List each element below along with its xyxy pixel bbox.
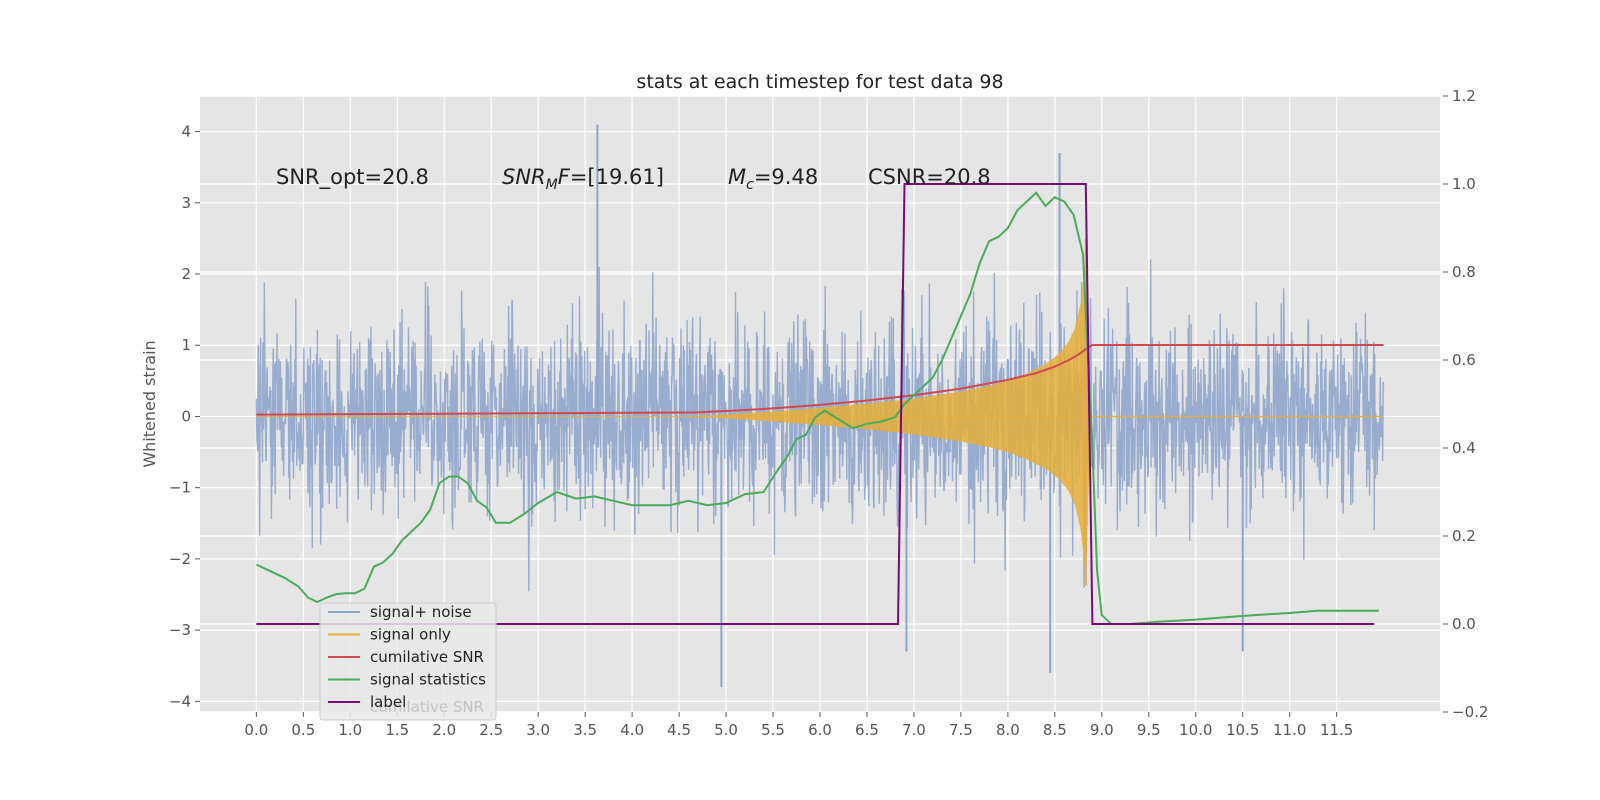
x-tick-label: 10.5 — [1226, 721, 1259, 739]
x-tick-label: 1.0 — [338, 721, 362, 739]
y2-tick-label: 0.6 — [1452, 351, 1476, 369]
x-tick-label: 8.0 — [996, 721, 1020, 739]
annotation-mc: Mc=9.48 — [728, 165, 818, 193]
legend-label: label — [370, 693, 406, 711]
y2-tick-label: −0.2 — [1452, 703, 1488, 721]
y2-tick-label: 0.0 — [1452, 615, 1476, 633]
x-tick-label: 8.5 — [1043, 721, 1067, 739]
x-tick-label: 1.5 — [385, 721, 409, 739]
x-tick-label: 9.0 — [1090, 721, 1114, 739]
y-tick-label: 1 — [181, 336, 191, 354]
y2-tick-label: 0.8 — [1452, 263, 1476, 281]
annotations: SNR_opt=20.8 SNRMF=[19.61] Mc=9.48 CSNR=… — [276, 165, 991, 193]
annotation-snr-mf: SNRMF=[19.61] — [502, 165, 664, 193]
x-tick-label: 3.5 — [573, 721, 597, 739]
x-tick-label: 6.5 — [855, 721, 879, 739]
x-tick-label: 4.0 — [620, 721, 644, 739]
legend-overlap-text: cumilative SNR — [370, 698, 484, 716]
x-tick-label: 10.0 — [1179, 721, 1212, 739]
y-tick-label: 3 — [181, 194, 191, 212]
x-tick-label: 3.0 — [526, 721, 550, 739]
plot-marks — [255, 124, 1385, 688]
label-line — [256, 183, 1375, 625]
y-tick-label: −2 — [169, 550, 191, 568]
y2-tick-label: 0.2 — [1452, 527, 1476, 545]
legend-label: signal+ noise — [370, 603, 472, 621]
y-tick-label: 4 — [181, 123, 191, 141]
legend: cumilative SNR signal+ noise signal only c… — [319, 602, 497, 721]
annotation-snr-opt: SNR_opt=20.8 — [276, 165, 429, 190]
x-tick-label: 11.5 — [1320, 721, 1353, 739]
legend-label: cumilative SNR — [370, 648, 484, 666]
x-tick-label: 5.5 — [761, 721, 785, 739]
x-tick-label: 5.0 — [714, 721, 738, 739]
x-tick-label: 0.5 — [291, 721, 315, 739]
y-tick-label: −4 — [169, 692, 191, 710]
x-tick-label: 11.0 — [1273, 721, 1306, 739]
x-tick-label: 4.5 — [667, 721, 691, 739]
legend-label: signal statistics — [370, 671, 486, 689]
y-tick-label: −3 — [169, 621, 191, 639]
x-tick-label: 2.5 — [479, 721, 503, 739]
y2-tick-label: 0.4 — [1452, 439, 1476, 457]
chart-title: stats at each timestep for test data 98 — [636, 71, 1003, 93]
x-tick-label: 7.5 — [949, 721, 973, 739]
y-tick-label: 2 — [181, 265, 191, 283]
y-tick-label: −1 — [169, 479, 191, 497]
x-tick-label: 2.0 — [432, 721, 456, 739]
annotation-csnr: CSNR=20.8 — [868, 165, 991, 189]
x-tick-label: 6.0 — [808, 721, 832, 739]
x-tick-label: 7.0 — [902, 721, 926, 739]
y-axis-label: Whitened strain — [140, 340, 159, 467]
cumulative-snr-line — [256, 344, 1384, 416]
legend-entries: signal+ noise signal only cumilative SNR si… — [328, 603, 486, 711]
y2-tick-label: 1.2 — [1452, 87, 1476, 105]
axis-ticks: 0.0 0.5 1.0 1.5 2.0 2.5 3.0 3.5 4.0 4.5 5.0 5.5 6.0 6… — [169, 87, 1489, 739]
x-tick-label: 0.0 — [244, 721, 268, 739]
legend-label: signal only — [370, 626, 451, 644]
y2-tick-label: 1.0 — [1452, 175, 1476, 193]
signal-statistics-line — [255, 191, 1379, 625]
x-tick-label: 9.5 — [1137, 721, 1161, 739]
y-tick-label: 0 — [181, 407, 191, 425]
legend-box — [319, 602, 497, 721]
